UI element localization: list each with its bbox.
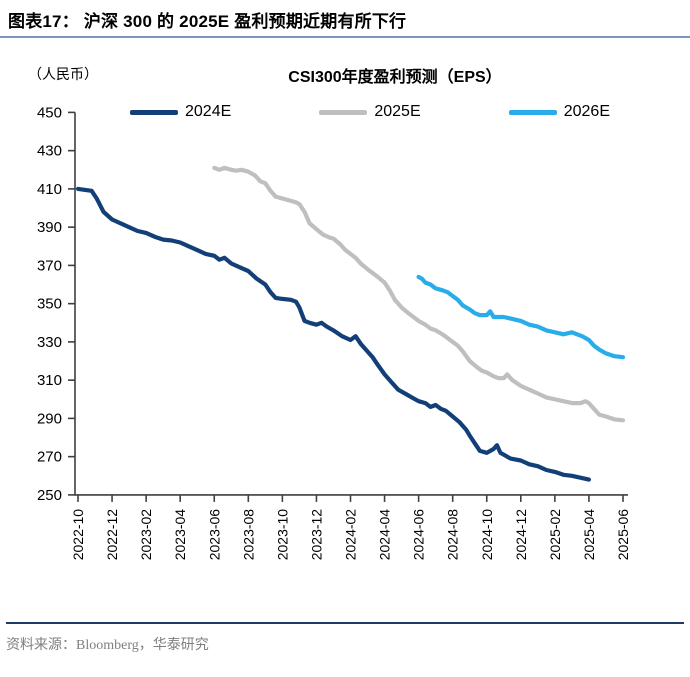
svg-text:2025-04: 2025-04 (581, 509, 597, 561)
legend-label-2025e: 2025E (374, 103, 421, 120)
svg-text:2023-12: 2023-12 (308, 509, 324, 561)
source-footer: 资料来源：Bloomberg，华泰研究 (6, 622, 684, 654)
svg-text:330: 330 (37, 334, 62, 351)
y-axis-unit-label: （人民币） (28, 66, 98, 82)
svg-text:2025-02: 2025-02 (547, 509, 563, 561)
svg-text:2023-06: 2023-06 (206, 509, 222, 561)
svg-text:2024-12: 2024-12 (513, 509, 529, 561)
svg-text:350: 350 (37, 296, 62, 313)
svg-text:2022-12: 2022-12 (104, 509, 120, 561)
legend-label-2024e: 2024E (185, 103, 232, 120)
svg-text:2024-06: 2024-06 (411, 509, 427, 561)
legend-swatch-2026e (508, 109, 557, 115)
legend-swatch-2024e (130, 109, 178, 115)
legend-swatch-2025e (319, 109, 368, 115)
svg-text:2023-10: 2023-10 (274, 509, 290, 561)
source-text: 资料来源：Bloomberg，华泰研究 (6, 638, 209, 653)
legend-item-2025e: 2025E (319, 103, 421, 121)
svg-text:290: 290 (37, 410, 62, 427)
chart-title: CSI300年度盈利预测（EPS） (288, 69, 502, 86)
svg-text:2022-10: 2022-10 (70, 509, 86, 561)
svg-text:2024-04: 2024-04 (377, 509, 393, 561)
legend-item-2026e: 2026E (508, 103, 610, 121)
svg-text:2023-04: 2023-04 (172, 509, 188, 561)
svg-text:2024-08: 2024-08 (445, 509, 461, 561)
legend-label-2026e: 2026E (563, 103, 610, 120)
svg-text:430: 430 (37, 143, 62, 160)
svg-text:2024-02: 2024-02 (343, 509, 359, 561)
svg-text:410: 410 (37, 181, 62, 198)
figure-header: 图表17： 沪深 300 的 2025E 盈利预期近期有所下行 (0, 0, 690, 38)
line-chart-canvas: 250 270 290 310 330 350 370 390 410 430 450 2022-10… (37, 104, 631, 561)
svg-text:390: 390 (37, 219, 62, 236)
svg-text:450: 450 (37, 104, 62, 121)
svg-text:2025-06: 2025-06 (615, 509, 631, 561)
svg-text:250: 250 (37, 487, 62, 504)
svg-text:310: 310 (37, 372, 62, 389)
chart-legend: 2024E 2025E 2026E (130, 103, 610, 121)
svg-text:270: 270 (37, 449, 62, 466)
svg-text:2023-08: 2023-08 (240, 509, 256, 561)
svg-text:2023-02: 2023-02 (138, 509, 154, 561)
legend-item-2024e: 2024E (130, 103, 231, 121)
svg-text:370: 370 (37, 257, 62, 274)
header-divider (0, 36, 690, 38)
svg-text:2024-10: 2024-10 (479, 509, 495, 561)
figure-title: 图表17： 沪深 300 的 2025E 盈利预期近期有所下行 (8, 12, 407, 31)
